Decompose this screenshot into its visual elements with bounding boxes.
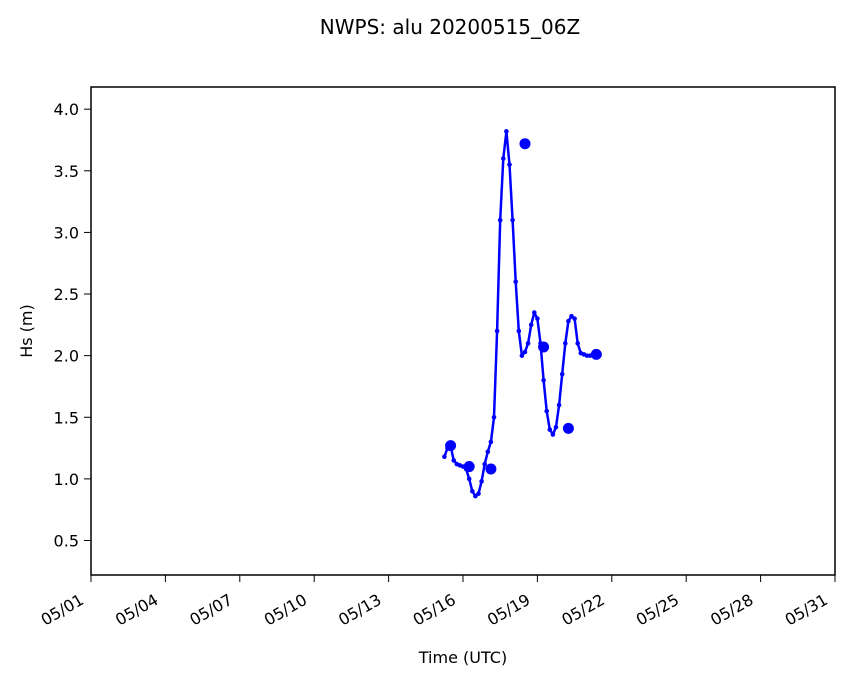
x-tick-label: 05/10: [261, 590, 310, 630]
x-tick-label: 05/28: [707, 590, 756, 630]
data-point: [470, 488, 475, 494]
y-tick-label: 3.0: [54, 223, 79, 242]
highlighted-point: [519, 138, 531, 150]
highlighted-point: [562, 422, 574, 434]
highlighted-point: [445, 440, 457, 452]
highlighted-point: [463, 461, 475, 473]
data-point: [519, 353, 525, 358]
y-axis: 0.5 1.0 1.5 2.0 2.5 3.0 3.5 4.0: [54, 100, 91, 550]
highlight-layer: [445, 138, 602, 475]
data-point: [513, 279, 518, 285]
data-point: [507, 162, 512, 167]
highlighted-point: [485, 463, 497, 475]
data-point: [556, 402, 562, 408]
chart-title: NWPS: alu 20200515_06Z: [320, 15, 580, 39]
x-tick-label: 05/16: [410, 590, 459, 630]
data-point: [544, 408, 549, 414]
data-point: [501, 156, 506, 161]
x-tick-label: 05/31: [782, 590, 831, 630]
highlighted-point: [538, 341, 550, 353]
data-point: [497, 217, 503, 223]
series-layer: [442, 129, 602, 499]
data-point: [482, 461, 488, 467]
y-tick-label: 1.0: [54, 470, 79, 489]
y-axis-label: Hs (m): [17, 304, 36, 358]
highlighted-point: [590, 348, 602, 360]
y-tick-label: 0.5: [54, 531, 79, 550]
data-point: [553, 424, 559, 430]
y-tick-label: 4.0: [54, 100, 79, 119]
y-tick-label: 1.5: [54, 408, 79, 427]
data-point: [466, 476, 472, 482]
x-tick-label: 05/04: [112, 590, 161, 630]
x-tick-label: 05/07: [186, 590, 235, 630]
series-line: [443, 130, 601, 498]
y-tick-label: 2.5: [54, 285, 79, 304]
data-point: [451, 458, 457, 463]
data-point: [476, 491, 481, 496]
data-point: [510, 217, 515, 223]
data-point: [488, 439, 494, 445]
data-point: [473, 493, 478, 499]
data-point: [559, 371, 565, 377]
data-point: [566, 318, 571, 324]
plot-area: 05/01 05/04 05/07 05/10 05/13 05/16 05/19 05/22…: [38, 86, 836, 630]
data-point: [569, 313, 574, 319]
data-point: [491, 414, 497, 420]
data-point: [525, 341, 531, 346]
x-tick-label: 05/22: [558, 590, 607, 630]
y-tick-label: 3.5: [54, 162, 79, 181]
plot-frame: [90, 86, 836, 576]
data-point: [442, 454, 447, 460]
data-point: [485, 449, 491, 455]
data-point: [541, 377, 546, 383]
data-point: [572, 316, 577, 321]
x-axis: 05/01 05/04 05/07 05/10 05/13 05/16 05/19 05/22…: [38, 575, 836, 630]
data-point: [504, 129, 509, 134]
data-point: [494, 328, 500, 334]
data-point: [547, 427, 553, 432]
data-point: [532, 310, 537, 315]
data-point: [535, 316, 540, 321]
data-point: [522, 349, 528, 355]
x-tick-label: 05/25: [633, 590, 682, 630]
data-point: [479, 479, 484, 484]
data-point: [550, 432, 556, 437]
x-tick-label: 05/01: [38, 590, 87, 630]
x-axis-label: Time (UTC): [418, 648, 507, 667]
data-point: [563, 341, 568, 346]
x-tick-label: 05/19: [484, 590, 533, 630]
data-point: [528, 322, 534, 328]
x-tick-label: 05/13: [335, 590, 384, 630]
data-point: [516, 328, 522, 334]
data-point: [575, 341, 580, 346]
y-tick-label: 2.0: [54, 347, 79, 366]
